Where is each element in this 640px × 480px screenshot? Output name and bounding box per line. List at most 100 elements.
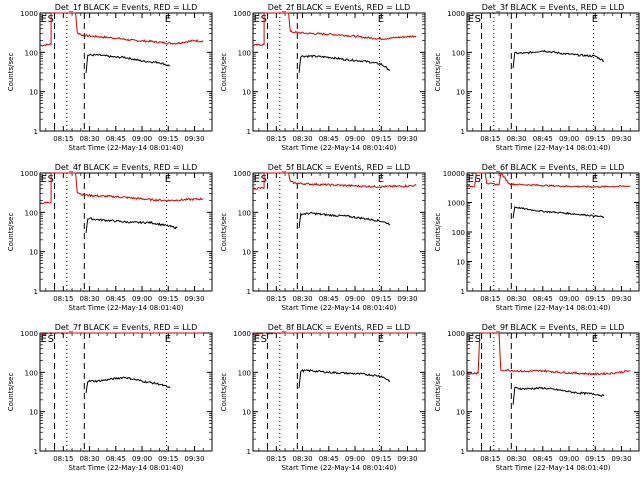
y-tick-label: 10 <box>456 259 465 267</box>
y-tick-label: 1 <box>247 128 251 136</box>
x-tick-label: 09:00 <box>559 455 579 463</box>
interval-annotation: E <box>378 334 384 345</box>
y-tick-label: 1000 <box>20 170 38 178</box>
x-tick-label: 09:15 <box>371 135 391 143</box>
interval-annotation: E <box>378 14 384 25</box>
y-tick-label: 100 <box>238 369 251 377</box>
y-tick-label: 10 <box>456 89 465 97</box>
chart-title: Det_4f BLACK = Events, RED = LLD <box>55 163 198 172</box>
chart-panel-1: Det_1f BLACK = Events, RED = LLD 1 10 100 10… <box>7 3 213 152</box>
y-tick-label: 1 <box>461 288 465 296</box>
x-tick-label: 08:30 <box>506 295 526 303</box>
series-line-lld <box>40 172 204 205</box>
plot-frame <box>252 332 426 452</box>
y-tick-label: 1000 <box>447 10 465 18</box>
interval-annotation: E <box>165 334 171 345</box>
interval-annotation: E <box>254 174 260 185</box>
x-tick-label: 09:00 <box>345 135 365 143</box>
interval-annotation: E <box>468 14 474 25</box>
y-axis-label: Counts/sec <box>434 53 442 92</box>
interval-annotation: E <box>165 174 171 185</box>
x-tick-label: 08:30 <box>79 295 99 303</box>
y-tick-label: 1000 <box>447 330 465 338</box>
x-axis-label: Start Time (22-May-14 08:01:40) <box>68 144 183 152</box>
interval-annotation: S <box>475 14 481 25</box>
y-tick-label: 1 <box>34 128 38 136</box>
interval-annotation: E <box>41 334 47 345</box>
x-tick-label: 08:15 <box>266 135 286 143</box>
x-tick-label: 08:45 <box>533 295 553 303</box>
x-tick-label: 08:45 <box>106 135 126 143</box>
x-tick-label: 09:00 <box>345 455 365 463</box>
series-line-lld <box>253 172 417 190</box>
x-tick-label: 09:30 <box>184 295 204 303</box>
x-axis-label: Start Time (22-May-14 08:01:40) <box>495 464 610 472</box>
series-line-events <box>298 211 391 229</box>
interval-annotation: E <box>468 174 474 185</box>
interval-annotation: E <box>254 14 260 25</box>
y-axis-label: Counts/sec <box>220 373 228 412</box>
y-tick-label: 1 <box>247 288 251 296</box>
y-tick-label: 1 <box>461 448 465 456</box>
series-line-events <box>85 217 178 233</box>
x-tick-label: 08:15 <box>266 295 286 303</box>
x-tick-label: 08:15 <box>53 455 73 463</box>
interval-annotation: E <box>254 334 260 345</box>
y-tick-label: 10 <box>456 409 465 417</box>
plot-frame <box>252 12 426 132</box>
interval-annotation: E <box>592 174 598 185</box>
chart-panel-2: Det_2f BLACK = Events, RED = LLD 1 10 100 10… <box>220 3 426 152</box>
y-tick-label: 1 <box>247 448 251 456</box>
series-line-lld <box>467 332 631 376</box>
x-tick-label: 08:15 <box>480 135 500 143</box>
x-axis-label: Start Time (22-May-14 08:01:40) <box>68 304 183 312</box>
interval-annotation: S <box>48 334 54 345</box>
x-tick-label: 09:30 <box>397 455 417 463</box>
y-tick-label: 1000 <box>447 200 465 208</box>
x-tick-label: 09:30 <box>611 135 631 143</box>
x-tick-label: 08:30 <box>292 135 312 143</box>
x-axis-label: Start Time (22-May-14 08:01:40) <box>281 464 396 472</box>
chart-title: Det_5f BLACK = Events, RED = LLD <box>268 163 411 172</box>
series-line-lld <box>40 12 204 47</box>
y-axis-label: Counts/sec <box>434 373 442 412</box>
x-tick-label: 08:45 <box>319 455 339 463</box>
x-tick-label: 08:30 <box>292 295 312 303</box>
x-tick-label: 08:30 <box>506 135 526 143</box>
y-tick-label: 10000 <box>443 170 465 178</box>
series-line-events <box>85 376 171 393</box>
x-tick-label: 09:30 <box>611 455 631 463</box>
y-axis-label: Counts/sec <box>7 53 15 92</box>
interval-annotation: E <box>592 14 598 25</box>
plot-frame <box>466 12 640 132</box>
y-tick-label: 10 <box>242 89 251 97</box>
x-tick-label: 08:45 <box>319 295 339 303</box>
y-tick-label: 1 <box>34 448 38 456</box>
interval-annotation: S <box>475 334 481 345</box>
x-tick-label: 08:15 <box>53 295 73 303</box>
chart-panel-6: Det_6f BLACK = Events, RED = LLD 1 10 100 10… <box>434 163 640 312</box>
chart-title: Det_7f BLACK = Events, RED = LLD <box>55 323 198 332</box>
series-line-events <box>298 54 391 73</box>
y-tick-label: 100 <box>25 369 38 377</box>
interval-annotation: E <box>165 14 171 25</box>
chart-title: Det_9f BLACK = Events, RED = LLD <box>482 323 625 332</box>
x-tick-label: 09:15 <box>585 295 605 303</box>
chart-panel-8: Det_8f BLACK = Events, RED = LLD 1 10 100 10… <box>220 323 426 472</box>
plot-frame <box>39 332 213 452</box>
x-tick-label: 09:15 <box>585 455 605 463</box>
y-tick-label: 10 <box>29 249 38 257</box>
series-line-events <box>512 386 605 405</box>
x-tick-label: 08:15 <box>480 455 500 463</box>
y-axis-label: Counts/sec <box>434 213 442 252</box>
y-tick-label: 100 <box>238 209 251 217</box>
x-tick-label: 08:45 <box>106 455 126 463</box>
series-line-lld <box>253 332 417 336</box>
y-tick-label: 100 <box>452 369 465 377</box>
x-tick-label: 09:15 <box>371 455 391 463</box>
x-tick-label: 08:45 <box>106 295 126 303</box>
x-axis-label: Start Time (22-May-14 08:01:40) <box>68 464 183 472</box>
series-line-events <box>85 53 171 73</box>
interval-annotation: E <box>378 174 384 185</box>
